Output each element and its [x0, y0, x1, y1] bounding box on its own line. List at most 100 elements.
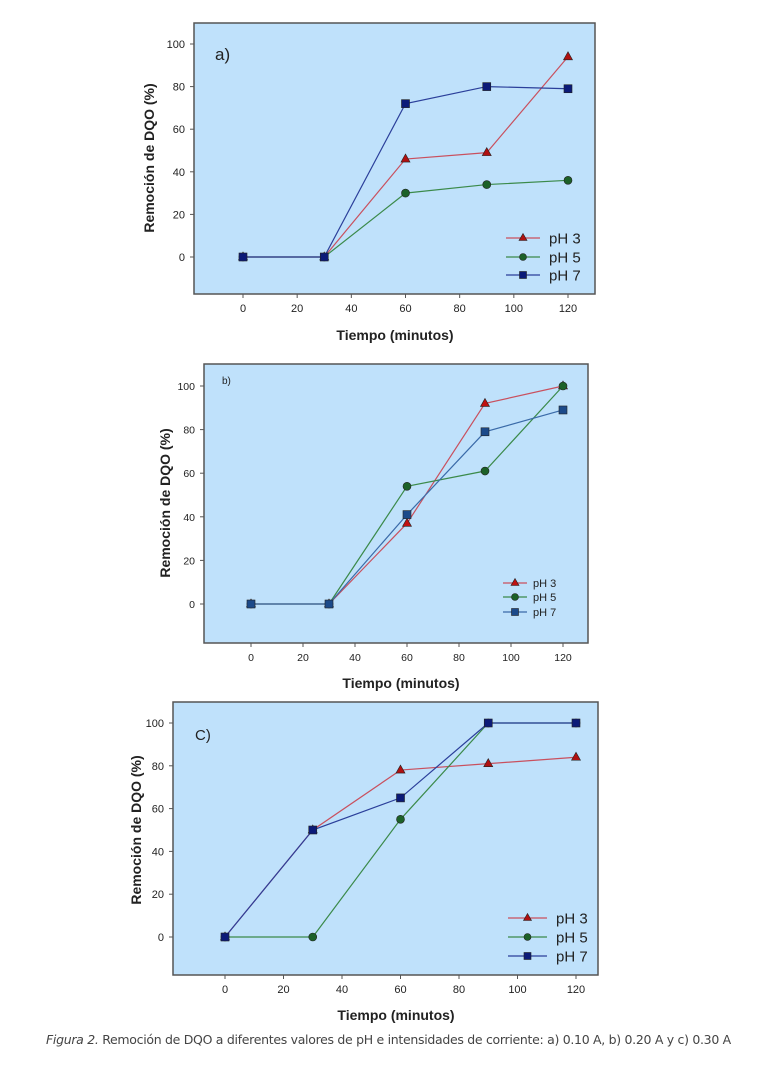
x-axis-label: Tiempo (minutos): [342, 675, 459, 691]
y-tick-label: 100: [146, 718, 164, 730]
legend-marker: [519, 253, 527, 261]
chart-panel-2: 0 20 40 60 80 100 0 20 40 60 80 100 120 Tiempo (minut…: [128, 701, 599, 1023]
data-point: [238, 252, 248, 262]
legend-label: pH 3: [533, 578, 556, 590]
legend-marker: [523, 952, 532, 960]
x-axis-label: Tiempo (minutos): [336, 327, 453, 343]
legend-marker: [511, 593, 519, 601]
data-point: [563, 176, 573, 185]
data-point: [400, 153, 411, 163]
legend-label: pH 7: [533, 607, 556, 619]
legend-marker: [522, 912, 533, 921]
data-point: [563, 84, 573, 94]
x-tick-label: 0: [240, 303, 246, 315]
data-point: [558, 405, 568, 415]
x-tick-label: 100: [502, 652, 520, 664]
legend-marker: [511, 608, 519, 616]
data-point: [401, 188, 410, 198]
data-point: [396, 814, 405, 824]
y-tick-label: 40: [183, 512, 195, 524]
x-tick-label: 120: [559, 303, 577, 315]
y-tick-label: 40: [152, 846, 164, 858]
legend-label: pH 7: [549, 267, 581, 284]
y-tick-label: 60: [183, 468, 195, 480]
series-ph7: [220, 718, 581, 942]
data-point: [558, 381, 568, 391]
x-tick-label: 120: [554, 652, 572, 664]
data-point: [480, 466, 490, 476]
y-tick-label: 80: [183, 425, 195, 437]
y-tick-label: 80: [173, 82, 185, 94]
data-point: [483, 718, 493, 728]
data-point: [481, 147, 492, 156]
x-tick-label: 60: [401, 652, 413, 664]
plot-area: [193, 22, 596, 295]
legend-marker: [519, 271, 527, 279]
x-tick-label: 80: [453, 984, 465, 996]
data-point: [482, 180, 492, 189]
x-tick-label: 20: [291, 303, 303, 315]
y-tick-label: 100: [177, 381, 195, 393]
data-point: [220, 932, 230, 942]
data-point: [480, 427, 490, 437]
data-point: [402, 510, 412, 519]
y-tick-label: 0: [189, 599, 195, 611]
legend-marker: [518, 232, 528, 241]
y-tick-label: 100: [167, 39, 185, 51]
x-tick-label: 20: [297, 652, 309, 664]
y-tick-label: 0: [158, 932, 164, 944]
data-point: [562, 51, 574, 61]
panel-label: C): [195, 727, 211, 744]
legend-label: pH 5: [556, 929, 588, 946]
x-tick-label: 40: [349, 652, 361, 664]
x-tick-label: 40: [336, 984, 348, 996]
data-point: [395, 764, 406, 774]
figure-caption: Figura 2. Remoción de DQO a diferentes v…: [46, 1032, 731, 1047]
legend-label: pH 3: [549, 230, 581, 247]
x-tick-label: 60: [399, 303, 411, 315]
x-tick-label: 0: [248, 652, 254, 664]
x-tick-label: 80: [453, 652, 465, 664]
caption-label: Figura 2.: [46, 1032, 99, 1047]
data-point: [396, 793, 405, 803]
data-point: [324, 599, 334, 609]
data-point: [402, 481, 412, 491]
legend-label: pH 7: [556, 948, 588, 965]
y-tick-label: 60: [152, 804, 164, 816]
y-tick-label: 40: [173, 167, 185, 179]
y-tick-label: 20: [183, 555, 195, 567]
data-point: [319, 252, 329, 262]
chart-panel-1: 0 20 40 60 80 100 0 20 40 60 80 100 120 Tiempo (minut…: [157, 363, 589, 691]
y-tick-label: 0: [179, 252, 185, 264]
data-point: [571, 718, 581, 728]
x-tick-label: 120: [567, 984, 585, 996]
data-point: [401, 99, 410, 108]
legend-label: pH 3: [556, 910, 588, 927]
x-tick-label: 40: [345, 303, 357, 315]
x-tick-label: 100: [508, 984, 526, 996]
y-tick-label: 20: [152, 889, 164, 901]
legend-marker: [510, 577, 520, 586]
x-tick-label: 100: [505, 303, 523, 315]
x-tick-label: 60: [394, 984, 406, 996]
x-tick-label: 20: [277, 984, 289, 996]
data-point: [246, 599, 256, 609]
y-tick-label: 60: [173, 124, 185, 136]
legend-label: pH 5: [549, 249, 581, 266]
data-point: [570, 751, 582, 761]
series-ph7: [238, 82, 573, 262]
panel-label: b): [222, 376, 231, 387]
y-tick-label: 20: [173, 209, 185, 221]
y-axis-label: Remoción de DQO (%): [141, 83, 157, 232]
data-point: [483, 758, 494, 767]
x-tick-label: 80: [454, 303, 466, 315]
series-ph7: [246, 405, 568, 609]
data-point: [308, 932, 318, 942]
y-axis-label: Remoción de DQO (%): [128, 755, 144, 904]
y-axis-label: Remoción de DQO (%): [157, 428, 173, 577]
x-tick-label: 0: [222, 984, 228, 996]
caption-text: Remoción de DQO a diferentes valores de …: [98, 1032, 731, 1047]
data-point: [308, 825, 318, 835]
data-point: [401, 517, 413, 527]
